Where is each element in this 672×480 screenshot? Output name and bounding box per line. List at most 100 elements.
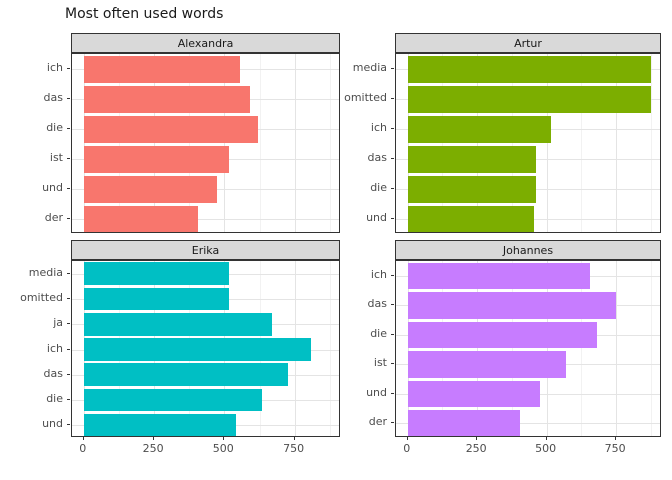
gridline-minor: [442, 261, 444, 436]
y-axis-tick: [67, 128, 70, 129]
y-axis-tick: [391, 333, 394, 335]
y-axis-label-das: das: [43, 366, 63, 380]
x-axis-tick: [82, 437, 84, 440]
gridline-major: [546, 54, 548, 232]
y-axis-tick: [391, 218, 394, 219]
facet-strip-erika: Erika: [71, 240, 340, 260]
gridline-major: [616, 261, 618, 436]
y-axis-label-omitted: omitted: [20, 290, 63, 304]
facet-strip-artur: Artur: [395, 33, 661, 53]
y-axis-tick: [67, 323, 70, 325]
gridline-minor: [259, 54, 261, 232]
x-axis-label: 750: [604, 442, 626, 455]
y-axis-tick: [391, 188, 394, 189]
y-axis-tick: [67, 373, 70, 375]
y-axis-tick: [67, 68, 70, 69]
bar-alexandra-der: [83, 205, 198, 232]
x-axis-label: 750: [283, 442, 305, 455]
y-axis-tick: [67, 399, 70, 401]
bar-alexandra-die: [83, 115, 259, 143]
y-axis-label-das: das: [367, 151, 387, 164]
gridline-minor: [511, 54, 513, 232]
y-axis-label-der: der: [368, 415, 387, 429]
y-axis-label-die: die: [46, 392, 63, 406]
y-axis-tick: [67, 348, 70, 350]
facet-title: Johannes: [502, 243, 554, 257]
gridline-minor: [650, 261, 652, 436]
bar-johannes-und: [407, 380, 540, 408]
bar-johannes-der: [407, 410, 521, 436]
y-axis-tick: [67, 297, 70, 299]
y-axis-label-ich: ich: [46, 61, 63, 74]
gridline-horizontal: [72, 219, 339, 220]
y-axis-label-ich: ich: [370, 121, 387, 134]
y-axis-label-das: das: [43, 91, 63, 104]
y-axis-tick: [391, 392, 394, 394]
y-axis-label-media: media: [28, 265, 63, 279]
y-axis-tick: [391, 363, 394, 365]
bar-erika-ich: [83, 338, 312, 361]
bar-alexandra-ich: [83, 55, 240, 83]
gridline-major: [407, 54, 409, 232]
bar-johannes-ist: [407, 351, 567, 378]
gridline-horizontal: [396, 423, 660, 425]
x-axis-tick: [545, 437, 547, 440]
gridline-minor: [189, 54, 191, 232]
facet-title: Erika: [191, 243, 220, 257]
bar-alexandra-und: [83, 175, 218, 203]
gridline-major: [407, 261, 409, 436]
facet-panel-erika: [71, 260, 340, 437]
x-axis-label: 0: [79, 442, 87, 455]
y-axis-tick: [67, 98, 70, 99]
facet-title: Alexandra: [177, 36, 234, 50]
gridline-major: [224, 54, 226, 232]
gridline-minor: [581, 261, 583, 436]
y-axis-label-ja: ja: [53, 316, 63, 330]
y-axis-label-ich: ich: [46, 341, 63, 355]
y-axis-tick: [391, 158, 394, 159]
y-axis-tick: [67, 272, 70, 274]
facet-panel-alexandra: [71, 53, 340, 233]
x-axis-tick: [293, 437, 295, 440]
x-axis-tick: [615, 437, 617, 440]
y-axis-label-ich: ich: [370, 267, 387, 281]
gridline-minor: [329, 54, 331, 232]
x-axis-tick: [223, 437, 225, 440]
facet-strip-alexandra: Alexandra: [71, 33, 340, 53]
bar-artur-omitted: [407, 85, 651, 113]
y-axis-tick: [67, 158, 70, 159]
y-axis-label-das: das: [367, 297, 387, 311]
gridline-minor: [329, 261, 331, 436]
gridline-minor: [118, 54, 120, 232]
gridline-major: [546, 261, 548, 436]
y-axis-label-die: die: [46, 121, 63, 134]
y-axis-label-media: media: [352, 61, 387, 74]
bar-alexandra-ist: [83, 145, 229, 173]
facet-panel-johannes: [395, 260, 661, 437]
y-axis-tick: [67, 424, 70, 426]
bar-johannes-das: [407, 292, 617, 319]
y-axis-tick: [391, 128, 394, 129]
bar-artur-die: [407, 175, 537, 203]
y-axis-tick: [67, 218, 70, 219]
x-axis-label: 500: [212, 442, 234, 455]
bar-alexandra-das: [83, 85, 250, 113]
y-axis-label-ist: ist: [373, 356, 387, 370]
facet-title: Artur: [514, 36, 542, 50]
gridline-major: [83, 54, 85, 232]
y-axis-tick: [391, 274, 394, 276]
gridline-major: [477, 54, 479, 232]
gridline-major: [154, 54, 156, 232]
bar-artur-und: [407, 205, 535, 232]
bar-artur-ich: [407, 115, 551, 143]
y-axis-tick: [391, 98, 394, 99]
plot-title: Most often used words: [65, 6, 224, 22]
bar-erika-omitted: [83, 287, 229, 311]
x-axis-tick: [406, 437, 408, 440]
y-axis-label-und: und: [42, 181, 63, 194]
bar-artur-media: [407, 55, 651, 83]
y-axis-tick: [391, 68, 394, 69]
bar-erika-und: [83, 414, 236, 436]
bar-erika-das: [83, 363, 288, 387]
